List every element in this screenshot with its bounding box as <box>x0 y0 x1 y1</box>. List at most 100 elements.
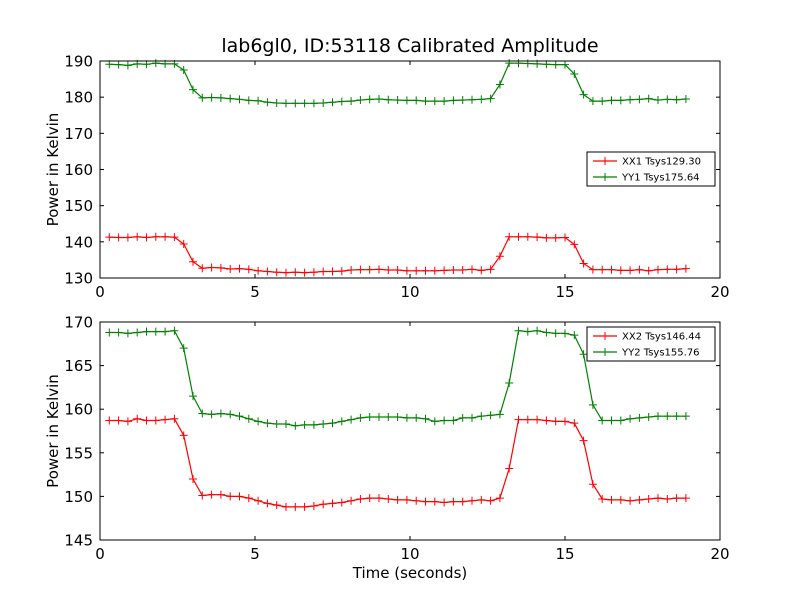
data-point-2-2-33 <box>402 413 411 422</box>
data-point-2-2-50 <box>561 329 569 338</box>
data-point-2-2-60 <box>654 412 662 421</box>
data-point-1-1-25 <box>328 267 337 276</box>
data-point-1-1-52 <box>579 259 588 268</box>
data-point-1-1-12 <box>207 263 216 272</box>
data-point-1-1-58 <box>635 265 644 274</box>
data-point-2-2-49 <box>551 329 560 338</box>
data-point-1-1-45 <box>514 232 523 241</box>
y-tick-label-1-150: 150 <box>64 197 93 215</box>
data-point-1-1-2 <box>114 233 123 242</box>
data-point-2-1-4 <box>133 414 142 423</box>
data-point-2-2-42 <box>486 411 495 420</box>
data-point-2-1-8 <box>170 414 179 423</box>
data-point-2-1-14 <box>226 492 235 501</box>
data-point-2-1-9 <box>179 431 188 440</box>
data-point-1-2-30 <box>375 94 383 103</box>
data-point-1-2-12 <box>207 93 216 102</box>
data-point-2-2-34 <box>412 413 421 422</box>
data-point-2-1-28 <box>356 495 365 504</box>
data-point-1-1-50 <box>561 233 569 242</box>
data-point-1-2-17 <box>254 96 263 105</box>
data-point-2-1-32 <box>393 495 402 504</box>
data-point-1-1-24 <box>319 267 328 276</box>
data-point-1-1-21 <box>291 268 300 277</box>
data-point-2-1-24 <box>319 500 328 509</box>
data-point-2-1-7 <box>161 415 170 424</box>
data-point-1-1-51 <box>570 240 579 249</box>
data-point-1-2-15 <box>235 95 244 104</box>
data-point-1-2-37 <box>440 97 449 106</box>
data-point-2-2-55 <box>607 416 616 425</box>
series-2-2 <box>105 326 690 430</box>
data-point-1-2-18 <box>263 98 272 107</box>
data-point-1-1-44 <box>505 232 514 241</box>
data-point-1-1-4 <box>133 232 142 241</box>
data-point-1-2-35 <box>421 97 430 106</box>
x-tick-label-2-0: 0 <box>95 545 105 563</box>
data-point-1-2-59 <box>644 94 653 103</box>
x-tick-label-2-15: 15 <box>555 545 574 563</box>
data-point-1-2-56 <box>616 96 625 105</box>
data-point-1-2-24 <box>319 98 328 107</box>
data-point-2-2-57 <box>626 414 635 423</box>
data-point-1-1-6 <box>151 232 160 241</box>
x-tick-label-1-10: 10 <box>400 283 419 301</box>
data-point-2-2-38 <box>449 416 458 425</box>
data-point-1-1-62 <box>672 265 681 274</box>
data-point-2-1-47 <box>533 415 542 424</box>
data-point-1-1-22 <box>300 268 309 277</box>
data-point-2-1-52 <box>579 436 588 445</box>
data-point-1-2-43 <box>495 80 504 89</box>
data-point-1-1-15 <box>235 264 244 273</box>
data-point-1-1-28 <box>356 265 365 274</box>
data-point-2-2-37 <box>440 416 449 425</box>
data-point-1-1-30 <box>375 265 383 274</box>
subplot-2: 0 5 10 15 20 145 150 155 160 165 170 Power in Kelvi… <box>44 314 730 564</box>
data-point-2-2-58 <box>635 413 644 422</box>
data-point-1-2-22 <box>300 99 309 108</box>
x-axis-label: Time (seconds) <box>352 564 468 582</box>
data-point-1-2-42 <box>486 94 495 103</box>
data-point-2-1-56 <box>616 495 625 504</box>
data-point-2-2-32 <box>393 413 402 422</box>
data-point-1-1-16 <box>244 265 253 274</box>
data-point-1-2-62 <box>672 95 681 104</box>
data-point-2-1-48 <box>542 416 551 425</box>
data-point-2-1-37 <box>440 498 449 507</box>
data-point-1-1-43 <box>495 252 504 261</box>
data-point-1-2-11 <box>198 93 207 102</box>
data-point-1-2-49 <box>551 60 560 69</box>
data-point-1-1-26 <box>337 267 346 276</box>
data-point-2-2-21 <box>291 421 300 430</box>
x-tick-label-2-5: 5 <box>250 545 260 563</box>
y-axis-label-2: Power in Kelvin <box>44 374 62 488</box>
data-point-2-1-55 <box>607 495 616 504</box>
data-point-2-2-46 <box>523 327 532 336</box>
data-point-1-2-52 <box>579 90 588 99</box>
data-point-1-1-56 <box>616 266 625 275</box>
data-point-2-2-25 <box>328 419 337 428</box>
data-point-2-1-42 <box>486 496 495 505</box>
data-point-2-2-54 <box>598 416 607 425</box>
data-point-2-2-22 <box>300 420 309 429</box>
data-point-1-1-20 <box>282 268 290 277</box>
data-point-2-1-59 <box>644 495 653 504</box>
data-point-1-2-21 <box>291 99 300 108</box>
data-point-2-1-34 <box>412 496 421 505</box>
data-point-2-1-53 <box>588 480 597 489</box>
data-point-1-1-40 <box>468 265 476 274</box>
data-point-2-1-43 <box>495 494 504 503</box>
data-point-2-2-2 <box>114 328 123 337</box>
y-tick-label-1-140: 140 <box>64 233 93 251</box>
data-point-2-2-47 <box>533 326 542 335</box>
series-1-1 <box>105 232 690 277</box>
data-point-1-1-7 <box>161 232 170 241</box>
data-point-2-1-21 <box>291 502 300 511</box>
y-tick-label-1-160: 160 <box>64 161 93 179</box>
plot-frame-2 <box>99 321 721 541</box>
y-tick-label-2-160: 160 <box>64 401 93 419</box>
data-point-2-2-16 <box>244 414 253 423</box>
data-point-1-1-57 <box>626 266 635 275</box>
data-point-2-2-59 <box>644 413 653 422</box>
data-point-1-1-18 <box>263 267 272 276</box>
